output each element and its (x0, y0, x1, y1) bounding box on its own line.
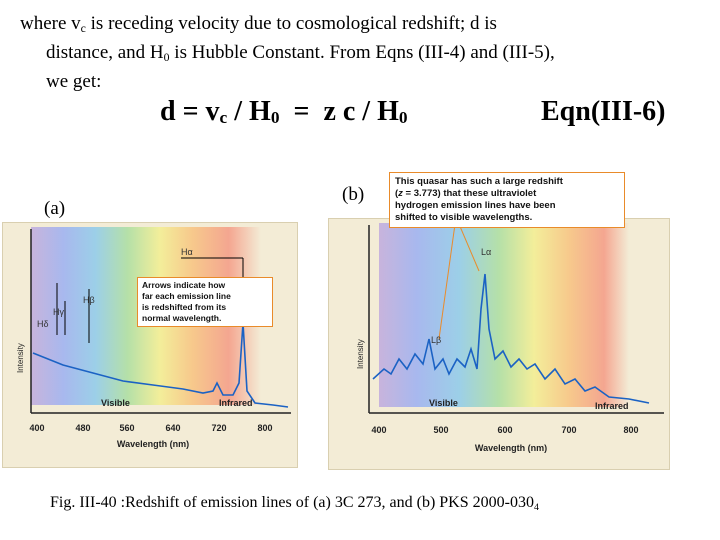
spectrum-chart-a: Hα Hβ Hγ Hδ Intensity Visible Infrared 4… (16, 227, 291, 449)
figure-caption: Fig. III-40 :Redshift of emission lines … (50, 494, 539, 513)
h-alpha-label: Hα (181, 247, 193, 257)
infrared-label-a: Infrared (219, 398, 253, 408)
spectrum-chart-b: Lα Lβ Intensity Visible Infrared 400 500… (356, 216, 664, 453)
x-axis-label-b: Wavelength (nm) (475, 443, 547, 453)
callout-a: Arrows indicate how far each emission li… (137, 277, 273, 327)
x-axis-label-a: Wavelength (nm) (117, 439, 189, 449)
tick-b-0: 400 (371, 425, 386, 435)
h-gamma-label: Hγ (53, 307, 64, 317)
callout-a-line-1: Arrows indicate how (142, 280, 226, 290)
tick-a-0: 400 (29, 423, 44, 433)
callout-b-line-3: hydrogen emission lines have been (395, 200, 556, 211)
spectrum-panel-a: Hα Hβ Hγ Hδ Intensity Visible Infrared 4… (2, 222, 298, 468)
callout-b: This quasar has such a large redshift (z… (389, 172, 625, 228)
callout-a-line-4: normal wavelength. (142, 313, 222, 323)
h-delta-label: Hδ (37, 319, 49, 329)
visible-label-b: Visible (429, 398, 458, 408)
callout-a-line-3: is redshifted from its (142, 302, 227, 312)
tick-b-1: 500 (433, 425, 448, 435)
h-beta-label: Hβ (83, 295, 95, 305)
spectrum-line-b (372, 273, 650, 404)
tick-b-2: 600 (497, 425, 512, 435)
intro-text: where vc is receding velocity due to cos… (20, 12, 710, 94)
tick-a-5: 800 (257, 423, 272, 433)
y-axis-label-a: Intensity (16, 343, 25, 373)
spectrum-panel-b: Lα Lβ Intensity Visible Infrared 400 500… (328, 216, 670, 470)
panel-a-label: (a) (44, 198, 66, 219)
panel-b-label: (b) (342, 184, 365, 205)
intro-line-2: distance, and H0 is Hubble Constant. Fro… (46, 42, 555, 64)
equation: d = vc / H0 = z c / H0 (160, 96, 408, 127)
tick-b-4: 800 (623, 425, 638, 435)
callout-b-line-4: shifted to visible wavelengths. (395, 212, 533, 223)
callout-b-line-2: (z = 3.773) that these ultraviolet (395, 188, 537, 199)
infrared-label-b: Infrared (595, 401, 629, 411)
spectrum-line-a (32, 322, 289, 408)
equation-label: Eqn(III-6) (541, 96, 666, 127)
tick-b-3: 700 (561, 425, 576, 435)
tick-a-3: 640 (165, 423, 180, 433)
l-beta-label: Lβ (431, 335, 441, 345)
callout-b-line-1: This quasar has such a large redshift (395, 176, 563, 187)
intro-line-3: we get: (46, 71, 102, 92)
l-alpha-label: Lα (481, 247, 491, 257)
visible-band-b (379, 223, 629, 407)
callout-b-pointer-beta (438, 216, 457, 340)
intro-line-1: where vc is receding velocity due to cos… (20, 13, 497, 35)
tick-a-2: 560 (119, 423, 134, 433)
tick-a-4: 720 (211, 423, 226, 433)
y-axis-label-b: Intensity (356, 339, 365, 369)
visible-label-a: Visible (101, 398, 130, 408)
callout-a-line-2: far each emission line (142, 291, 231, 301)
tick-a-1: 480 (75, 423, 90, 433)
